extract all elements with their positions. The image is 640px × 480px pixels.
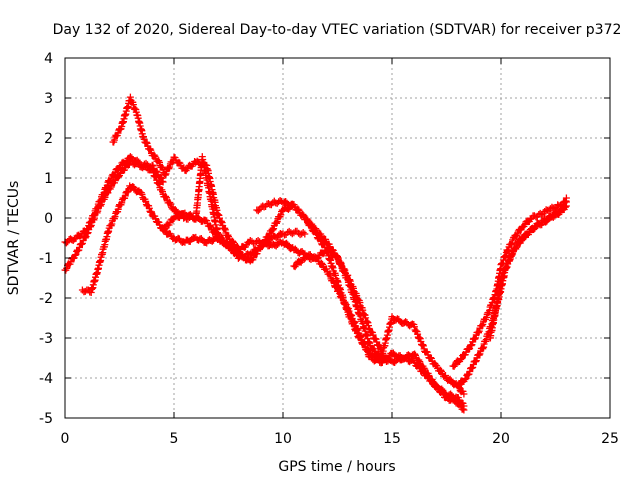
- y-tick-label: -3: [39, 331, 53, 347]
- series-markers: [253, 197, 468, 398]
- series-track-g: [290, 246, 385, 354]
- x-tick-label: 25: [601, 431, 619, 447]
- y-tick-label: -2: [39, 291, 53, 307]
- y-tick-label: 0: [44, 211, 53, 227]
- plot-frame: [64, 57, 611, 419]
- axis-ticks: 0 5 10 15 20 25 -5 -4 -3 -2 -1 0 1 2 3 4: [39, 51, 619, 447]
- series-track-e: [159, 153, 468, 410]
- series-markers: [159, 153, 468, 410]
- x-tick-label: 20: [492, 431, 510, 447]
- y-tick-label: 3: [44, 91, 53, 107]
- series-markers: [449, 198, 570, 370]
- y-tick-label: -1: [39, 251, 53, 267]
- series-markers: [486, 202, 570, 342]
- y-tick-label: -4: [39, 371, 53, 387]
- data-points: [61, 93, 570, 414]
- x-tick-label: 0: [61, 431, 70, 447]
- x-axis-label: GPS time / hours: [278, 459, 395, 475]
- x-tick-label: 10: [274, 431, 292, 447]
- series-track-j: [486, 202, 570, 342]
- y-tick-label: -5: [39, 411, 53, 427]
- y-axis-label: SDTVAR / TECUs: [6, 181, 22, 296]
- y-tick-label: 2: [44, 131, 53, 147]
- x-tick-label: 15: [383, 431, 401, 447]
- y-tick-label: 4: [44, 51, 53, 67]
- chart-title: Day 132 of 2020, Sidereal Day-to-day VTE…: [53, 22, 622, 38]
- series-track-i: [453, 194, 570, 390]
- series-track-h: [449, 198, 570, 370]
- series-track-f: [253, 197, 468, 398]
- series-markers: [290, 246, 385, 354]
- x-tick-label: 5: [170, 431, 179, 447]
- series-markers: [453, 194, 570, 390]
- y-tick-label: 1: [44, 171, 53, 187]
